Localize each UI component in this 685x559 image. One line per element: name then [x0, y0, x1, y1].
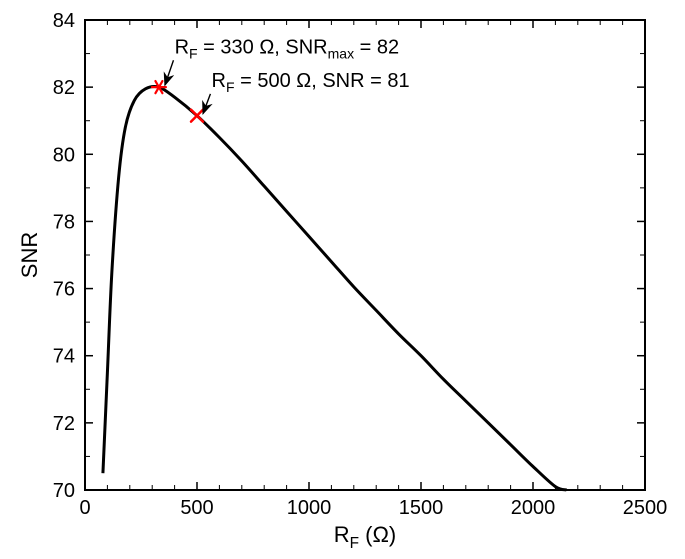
marker-star	[152, 81, 166, 93]
y-tick-label: 78	[53, 211, 75, 233]
x-tick-label: 1000	[287, 497, 332, 519]
chart-container: 0 500 1000 1500 2000 2500 RF (Ω) 70 72 74 76 78 80 82…	[0, 0, 685, 559]
x-tick-label: 2500	[623, 497, 668, 519]
y-tick-label: 72	[53, 413, 75, 435]
x-tick-label: 0	[79, 497, 90, 519]
y-tick-label: 80	[53, 144, 75, 166]
y-tick-label: 84	[53, 10, 75, 32]
x-tick-label: 1500	[399, 497, 444, 519]
x-tick-label: 500	[180, 497, 213, 519]
y-tick-label: 76	[53, 279, 75, 301]
snr-curve	[103, 86, 567, 490]
annotation-label: RF = 330 Ω, SNRmax = 82	[175, 37, 400, 62]
y-tick-label: 70	[53, 480, 75, 502]
chart-svg: 0 500 1000 1500 2000 2500 RF (Ω) 70 72 74 76 78 80 82…	[0, 0, 685, 559]
x-axis-label: RF (Ω)	[334, 522, 397, 552]
y-axis-label: SNR	[17, 232, 42, 278]
annotation-label: RF = 500 Ω, SNR = 81	[212, 70, 410, 95]
y-tick-label: 74	[53, 346, 75, 368]
annotation-arrow	[165, 60, 174, 85]
x-tick-label: 2000	[511, 497, 556, 519]
annotation-arrow	[203, 94, 210, 114]
y-tick-label: 82	[53, 77, 75, 99]
marker-cross	[191, 110, 203, 122]
